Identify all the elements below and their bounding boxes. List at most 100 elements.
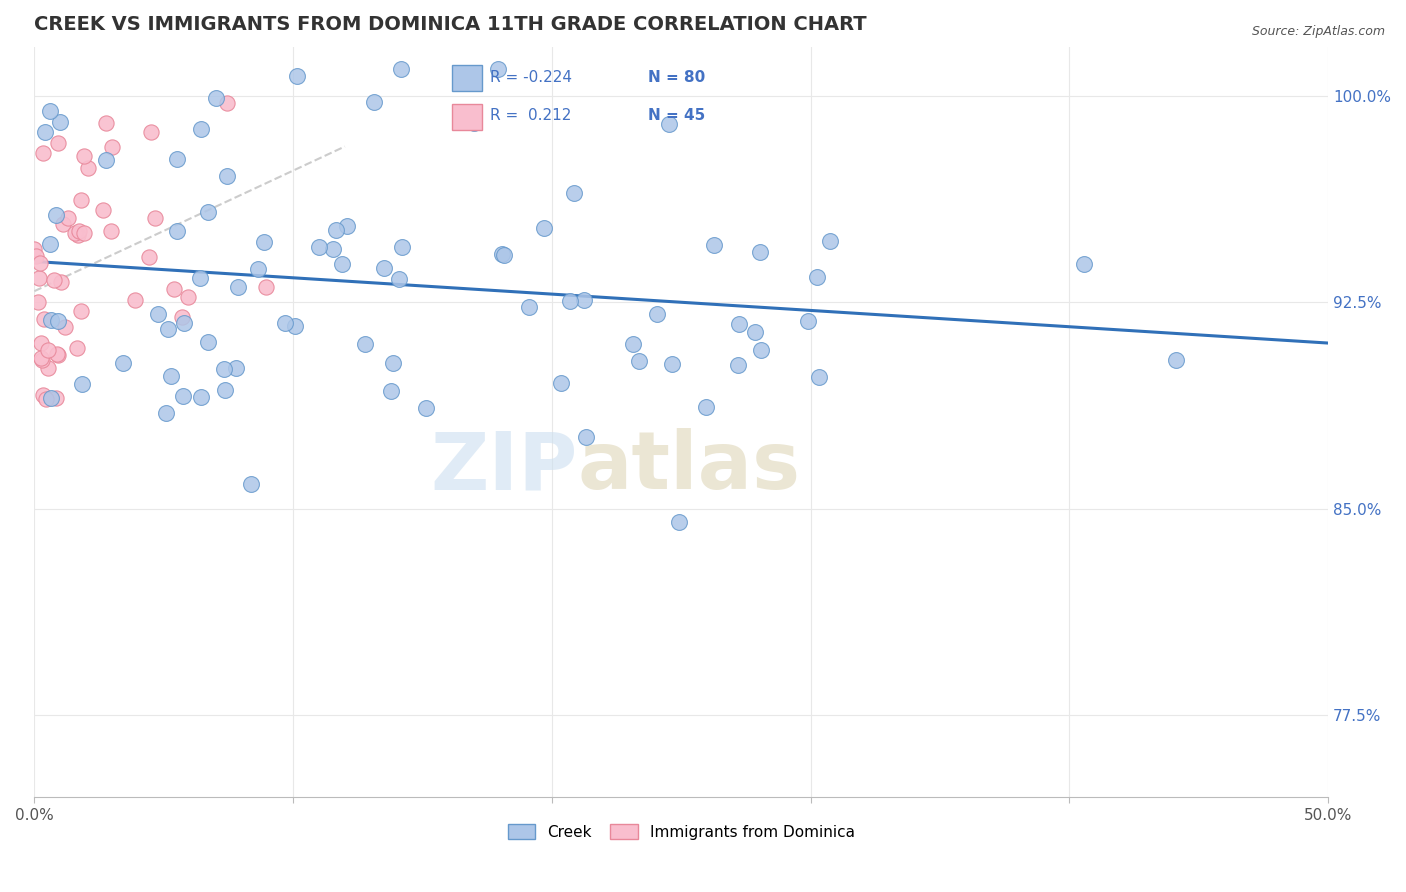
Point bbox=[325, 223, 347, 237]
Text: CREEK VS IMMIGRANTS FROM DOMINICA 11TH GRADE CORRELATION CHART: CREEK VS IMMIGRANTS FROM DOMINICA 11TH G… bbox=[34, 15, 868, 34]
Point bbox=[239, 477, 262, 491]
Point bbox=[141, 125, 163, 139]
Point bbox=[197, 204, 219, 219]
Point bbox=[32, 388, 55, 402]
Point bbox=[35, 392, 58, 406]
Point bbox=[52, 217, 75, 231]
Point bbox=[1073, 257, 1095, 271]
Point bbox=[73, 149, 96, 163]
Text: N = 80: N = 80 bbox=[648, 70, 706, 85]
Point bbox=[727, 358, 749, 372]
Point bbox=[159, 369, 181, 384]
Point bbox=[727, 317, 749, 331]
Point bbox=[22, 242, 45, 256]
Point bbox=[53, 320, 76, 334]
Point bbox=[668, 516, 690, 530]
Point bbox=[322, 242, 344, 256]
Point bbox=[94, 153, 117, 167]
Point bbox=[166, 224, 188, 238]
Point bbox=[45, 391, 67, 405]
Point bbox=[658, 117, 681, 131]
Point bbox=[45, 347, 67, 361]
Point bbox=[380, 384, 402, 398]
Point bbox=[65, 226, 87, 240]
Point bbox=[70, 376, 93, 391]
Point bbox=[44, 272, 66, 286]
Point bbox=[284, 318, 307, 333]
Point bbox=[138, 250, 160, 264]
Point bbox=[69, 303, 91, 318]
Point bbox=[37, 343, 59, 357]
Point bbox=[170, 310, 193, 324]
Point bbox=[702, 237, 724, 252]
Point bbox=[744, 325, 766, 339]
Point bbox=[212, 361, 235, 376]
Point bbox=[806, 269, 828, 284]
Point bbox=[572, 293, 595, 307]
Point bbox=[100, 224, 122, 238]
Point bbox=[30, 351, 52, 365]
Point bbox=[66, 342, 89, 356]
Point bbox=[247, 261, 270, 276]
Point bbox=[146, 307, 169, 321]
Point bbox=[517, 301, 540, 315]
Point bbox=[190, 121, 212, 136]
Point bbox=[381, 356, 404, 370]
Point bbox=[39, 313, 62, 327]
Text: atlas: atlas bbox=[578, 428, 801, 506]
Point bbox=[166, 153, 188, 167]
Point bbox=[562, 186, 585, 201]
Point bbox=[70, 193, 93, 207]
Point bbox=[1166, 352, 1188, 367]
Text: ZIP: ZIP bbox=[430, 428, 578, 506]
Point bbox=[197, 335, 219, 350]
Point bbox=[112, 356, 135, 370]
Point bbox=[336, 219, 359, 234]
Point bbox=[373, 260, 395, 275]
Point bbox=[49, 115, 72, 129]
Point bbox=[695, 400, 717, 414]
Point bbox=[25, 249, 48, 263]
Point bbox=[39, 103, 62, 118]
Point bbox=[76, 161, 98, 175]
Point bbox=[31, 353, 53, 368]
Point bbox=[145, 211, 167, 225]
Point bbox=[389, 62, 412, 76]
Point bbox=[39, 236, 62, 251]
Point bbox=[254, 280, 277, 294]
Point bbox=[41, 391, 63, 405]
Point bbox=[28, 270, 51, 285]
Text: R =  0.212: R = 0.212 bbox=[489, 108, 571, 123]
Point bbox=[225, 360, 247, 375]
Point bbox=[205, 91, 228, 105]
FancyBboxPatch shape bbox=[451, 104, 482, 130]
Point bbox=[30, 255, 52, 269]
Point bbox=[172, 388, 194, 402]
Point bbox=[56, 211, 79, 226]
Point bbox=[91, 203, 114, 218]
Point bbox=[67, 224, 90, 238]
Legend: Creek, Immigrants from Dominica: Creek, Immigrants from Dominica bbox=[502, 818, 860, 847]
Point bbox=[274, 316, 297, 330]
Point bbox=[157, 322, 180, 336]
Point bbox=[621, 337, 644, 351]
Point bbox=[173, 316, 195, 330]
Point bbox=[27, 295, 49, 310]
Point bbox=[808, 369, 831, 384]
Point bbox=[550, 376, 572, 390]
Point bbox=[308, 240, 330, 254]
Point bbox=[533, 221, 555, 235]
Point bbox=[285, 70, 308, 84]
Text: Source: ZipAtlas.com: Source: ZipAtlas.com bbox=[1251, 25, 1385, 38]
Point bbox=[749, 244, 772, 259]
Point bbox=[188, 271, 211, 285]
Point bbox=[226, 280, 249, 294]
Point bbox=[574, 430, 596, 444]
Point bbox=[253, 235, 276, 249]
Point bbox=[73, 227, 96, 241]
Point bbox=[101, 140, 124, 154]
Point bbox=[661, 357, 683, 371]
Point bbox=[190, 390, 212, 404]
Point bbox=[34, 124, 56, 138]
Point bbox=[94, 116, 117, 130]
